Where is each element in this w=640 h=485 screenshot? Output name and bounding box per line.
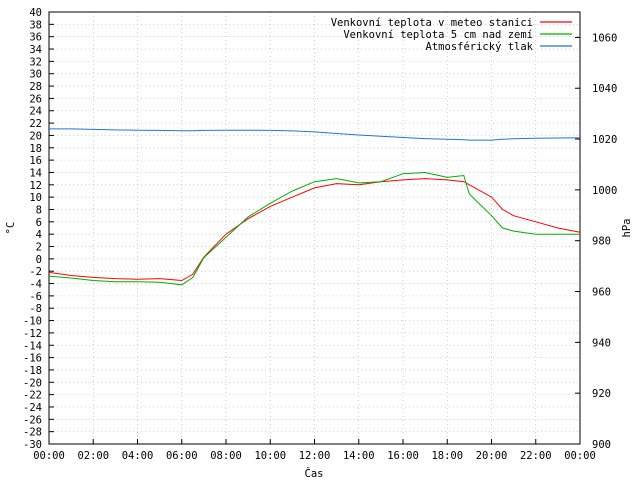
y-tick-label: 26: [29, 93, 42, 105]
series: [48, 128, 581, 286]
y-tick-label: -12: [23, 328, 42, 340]
legend-label-3: Atmosférický tlak: [426, 41, 534, 53]
y-tick-label: 22: [29, 118, 42, 130]
ticks: 4038363432302826242220181614121086420-2-…: [23, 7, 617, 462]
y-tick-label: -18: [23, 365, 42, 377]
x-tick-label: 14:00: [343, 450, 375, 462]
y-tick-label: 20: [29, 130, 42, 142]
y-tick-label: 4: [36, 229, 42, 241]
x-tick-label: 04:00: [122, 450, 154, 462]
x-tick-label: 02:00: [77, 450, 109, 462]
y-tick-label: 14: [29, 167, 42, 179]
y-tick-label: -24: [23, 402, 42, 414]
y-tick-label: 16: [29, 155, 42, 167]
series-line-3: [49, 128, 581, 141]
x-tick-label: 12:00: [299, 450, 331, 462]
y-tick-label: -4: [29, 279, 42, 291]
y-tick-label: 24: [29, 106, 42, 118]
x-tick-label: 00:00: [564, 450, 596, 462]
x-tick-label: 10:00: [254, 450, 286, 462]
legend: Venkovní teplota v meteo staniciVenkovní…: [331, 17, 572, 53]
y-tick-label: 2: [36, 242, 42, 254]
y-tick-label: 10: [29, 192, 42, 204]
y-tick-label: -10: [23, 316, 42, 328]
y-tick-label: -30: [23, 439, 42, 451]
y2-tick-label: 1060: [592, 32, 617, 44]
y-tick-label: 0: [36, 254, 42, 266]
y-tick-label: -28: [23, 427, 42, 439]
y-tick-label: -22: [23, 390, 42, 402]
y2-tick-label: 1040: [592, 83, 617, 95]
y-tick-label: 12: [29, 180, 42, 192]
legend-label-2: Venkovní teplota 5 cm nad zemí: [343, 29, 533, 41]
y2-tick-label: 940: [592, 337, 611, 349]
y-tick-label: 30: [29, 69, 42, 81]
y-axis-label: °C: [5, 222, 17, 235]
y-tick-label: -8: [29, 303, 42, 315]
y-tick-label: 18: [29, 143, 42, 155]
y2-tick-label: 980: [592, 236, 611, 248]
y-tick-label: 40: [29, 7, 42, 19]
y-tick-label: -2: [29, 266, 42, 278]
y2-tick-label: 900: [592, 439, 611, 451]
grid: [48, 11, 581, 445]
series-line-2: [48, 171, 580, 286]
y-tick-label: -16: [23, 353, 42, 365]
y-tick-label: 28: [29, 81, 42, 93]
y-tick-label: -26: [23, 414, 42, 426]
y2-tick-label: 1000: [592, 185, 617, 197]
x-tick-label: 20:00: [476, 450, 508, 462]
x-tick-label: 18:00: [431, 450, 463, 462]
y-tick-label: 6: [36, 217, 42, 229]
series-line-1: [48, 178, 581, 282]
y-tick-label: -14: [23, 340, 42, 352]
y-tick-label: 32: [29, 56, 42, 68]
x-tick-label: 16:00: [387, 450, 419, 462]
x-tick-label: 00:00: [33, 450, 65, 462]
y-tick-label: 36: [29, 32, 42, 44]
y2-axis-label: hPa: [621, 219, 633, 238]
y-tick-label: 38: [29, 19, 42, 31]
y-tick-label: 34: [29, 44, 42, 56]
legend-label-1: Venkovní teplota v meteo stanici: [331, 17, 533, 29]
y-tick-label: 8: [36, 204, 42, 216]
y2-tick-label: 960: [592, 287, 611, 299]
y-tick-label: -6: [29, 291, 42, 303]
y-tick-label: -20: [23, 377, 42, 389]
x-axis-label: Čas: [305, 467, 324, 480]
x-tick-label: 06:00: [166, 450, 198, 462]
y2-tick-label: 920: [592, 388, 611, 400]
x-tick-label: 22:00: [520, 450, 552, 462]
y2-tick-label: 1020: [592, 134, 617, 146]
x-tick-label: 08:00: [210, 450, 242, 462]
